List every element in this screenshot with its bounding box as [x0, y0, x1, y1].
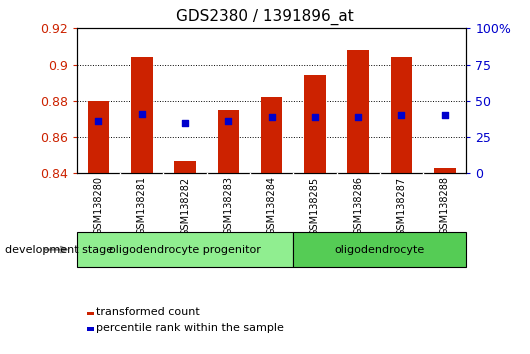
Bar: [77, 232, 293, 267]
Point: [440, 113, 449, 118]
Point: [94, 118, 103, 124]
Bar: [217, 110, 239, 173]
Point: [311, 114, 319, 120]
Text: oligodendrocyte: oligodendrocyte: [335, 245, 425, 255]
Text: percentile rank within the sample: percentile rank within the sample: [96, 323, 284, 333]
Bar: [131, 57, 153, 173]
Text: GDS2380 / 1391896_at: GDS2380 / 1391896_at: [176, 9, 354, 25]
Bar: [347, 50, 369, 173]
Bar: [261, 97, 282, 173]
Point: [224, 118, 233, 124]
Text: GSM138285: GSM138285: [310, 176, 320, 235]
Point: [181, 120, 189, 126]
Bar: [304, 75, 326, 173]
Point: [354, 114, 363, 120]
Text: development stage: development stage: [5, 245, 113, 255]
Text: GSM138282: GSM138282: [180, 176, 190, 235]
Point: [137, 111, 146, 116]
Bar: [391, 57, 412, 173]
Text: GSM138281: GSM138281: [137, 176, 147, 235]
Bar: [87, 101, 109, 173]
Text: GSM138280: GSM138280: [93, 176, 103, 235]
Bar: [434, 168, 456, 173]
Text: GSM138284: GSM138284: [267, 176, 277, 235]
Text: GSM138283: GSM138283: [223, 176, 233, 235]
Text: GSM138286: GSM138286: [353, 176, 363, 235]
Point: [267, 114, 276, 120]
Text: GSM138287: GSM138287: [396, 176, 407, 235]
Point: [398, 113, 406, 118]
Bar: [293, 232, 466, 267]
Text: GSM138288: GSM138288: [440, 176, 450, 235]
Text: oligodendrocyte progenitor: oligodendrocyte progenitor: [109, 245, 261, 255]
Bar: [174, 161, 196, 173]
Text: transformed count: transformed count: [96, 307, 200, 317]
